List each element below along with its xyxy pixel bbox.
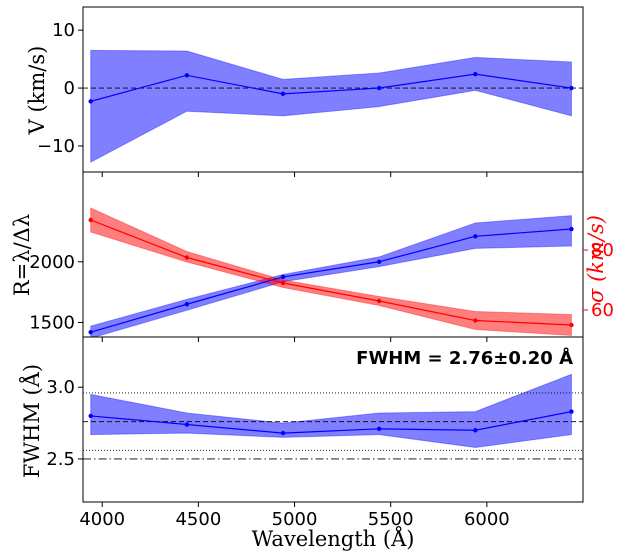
data-point: [376, 85, 382, 91]
data-point: [280, 274, 286, 280]
x-axis-label: Wavelength (Å): [252, 526, 415, 551]
sigma-y-label: σ (km/s): [584, 215, 608, 303]
plot-area: [83, 373, 583, 460]
resolution-panel: 1500 2000 60 80: [29, 171, 614, 342]
series-line-0: [90, 228, 572, 333]
data-point: [473, 318, 478, 323]
data-point: [88, 217, 93, 223]
y-tick-label: 2000: [29, 252, 75, 273]
data-point: [184, 255, 190, 260]
y-tick-label: 1500: [29, 312, 75, 333]
x-tick-label: 6000: [464, 509, 510, 530]
data-point: [184, 73, 190, 78]
data-point: [376, 259, 382, 264]
data-point: [280, 280, 286, 286]
y2-tick-label: 80: [591, 240, 614, 261]
y-tick-label: −10: [37, 136, 75, 157]
plot-area: [83, 49, 583, 163]
x-tick-label: 4000: [79, 509, 125, 530]
fwhm-y-label: FWHM (Å): [19, 364, 44, 478]
data-point: [184, 422, 190, 427]
plot-area: [88, 207, 574, 337]
series-line-0: [90, 411, 572, 434]
data-point: [184, 302, 190, 307]
x-tick-label: 4500: [175, 509, 221, 530]
y-tick-label: 2.5: [46, 449, 75, 470]
data-point: [569, 409, 574, 414]
data-point: [569, 322, 574, 328]
velocity-y-label: V (km/s): [25, 46, 49, 136]
data-point: [376, 298, 382, 304]
series-line-0: [90, 73, 572, 102]
data-point: [473, 71, 478, 77]
panel-frame: [82, 336, 584, 503]
data-point: [376, 426, 382, 432]
data-point: [473, 428, 478, 433]
data-point: [88, 99, 93, 104]
error-band-0: [90, 373, 572, 448]
x-tick-label: 5500: [368, 509, 414, 530]
data-point: [473, 234, 478, 239]
fwhm-annotation: FWHM = 2.76±0.20 Å: [356, 346, 573, 369]
y-tick-label: 3.0: [46, 377, 75, 398]
y-tick-label: 0: [64, 78, 75, 99]
data-point: [569, 226, 574, 232]
data-point: [88, 413, 93, 419]
y-tick-label: 10: [52, 20, 75, 41]
error-band-0: [90, 215, 572, 337]
resolution-y-label: R=λ/Δλ: [10, 214, 34, 296]
data-point: [280, 430, 286, 436]
fwhm-panel: 2.5 3.0 4000 4500 5000 5500 6000: [46, 336, 584, 530]
y2-tick-label: 60: [591, 300, 614, 321]
data-point: [280, 91, 286, 97]
error-band-0: [90, 49, 572, 163]
x-tick-label: 5000: [272, 509, 318, 530]
series-line-1: [90, 219, 572, 326]
velocity-panel: −10 0 10: [37, 6, 584, 177]
data-point: [569, 85, 574, 91]
data-point: [88, 329, 93, 335]
